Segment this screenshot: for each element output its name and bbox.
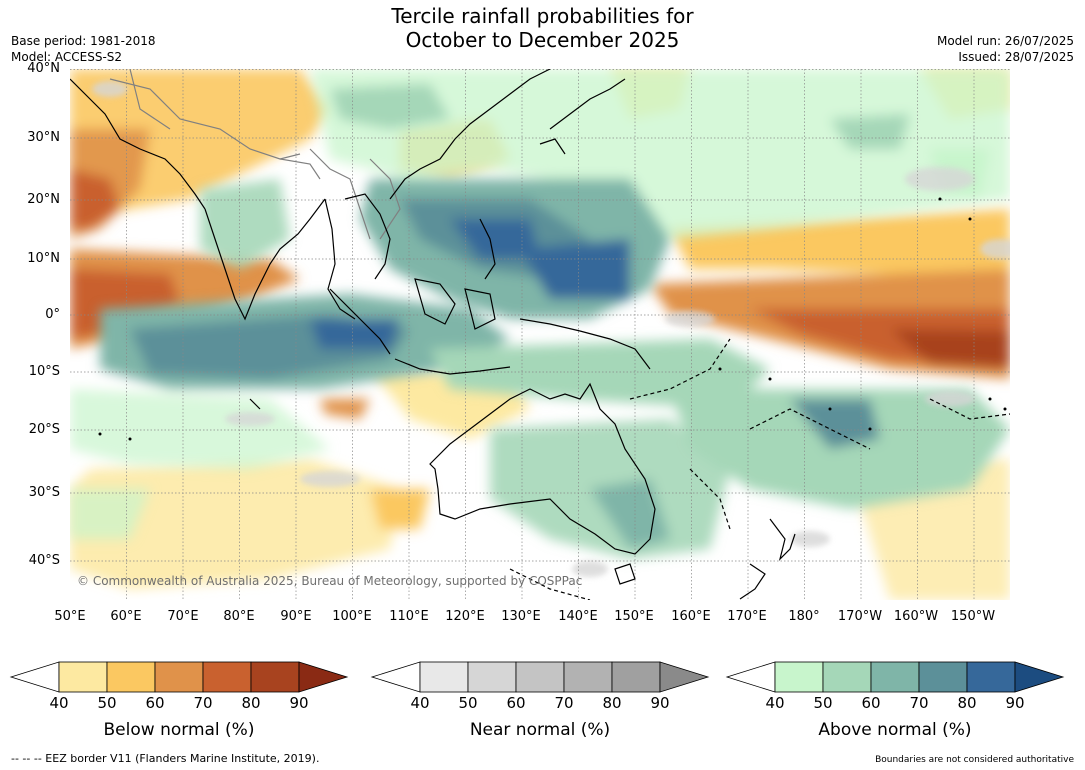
colorbar-near-swatch-1 xyxy=(419,661,469,693)
colorbar-below-normal xyxy=(9,661,349,693)
cb-near-label: Near normal (%) xyxy=(469,720,611,740)
lat-label-0: 0° xyxy=(45,307,60,322)
model-run-text: Model run: 26/07/2025 xyxy=(936,34,1074,48)
lon-label-50e: 50°E xyxy=(54,609,86,624)
cb-near-tick-80: 80 xyxy=(602,694,622,712)
lon-label-170w: 170°W xyxy=(837,609,883,624)
lon-label-160w: 160°W xyxy=(893,609,939,624)
colorbar-above-normal xyxy=(725,661,1065,693)
colorbar-near-swatch-5 xyxy=(611,661,661,693)
colorbar-above-swatch-4 xyxy=(918,661,968,693)
eez-note: -- -- -- EEZ border V11 (Flanders Marine… xyxy=(11,752,320,765)
map-title-line2: October to December 2025 xyxy=(405,28,680,52)
cb-below-tick-80: 80 xyxy=(241,694,261,712)
cb-above-tick-70: 70 xyxy=(909,694,929,712)
gridlines xyxy=(70,69,1010,600)
lon-label-170e: 170°E xyxy=(727,609,767,624)
lon-label-130e: 130°E xyxy=(501,609,541,624)
colorbar-above-swatch-5 xyxy=(966,661,1016,693)
lon-label-60e: 60°E xyxy=(110,609,142,624)
cb-below-tick-60: 60 xyxy=(145,694,165,712)
colorbar-below-swatch-6 xyxy=(298,661,349,693)
cb-below-tick-50: 50 xyxy=(97,694,117,712)
islands xyxy=(98,197,1007,441)
cb-below-tick-70: 70 xyxy=(193,694,213,712)
colorbar-above-swatch-2 xyxy=(822,661,872,693)
colorbar-below-swatch-1 xyxy=(58,661,108,693)
boundaries-note: Boundaries are not considered authoritat… xyxy=(875,755,1074,765)
map-title: Tercile rainfall probabilities for Octob… xyxy=(0,4,1085,52)
lon-label-150e: 150°E xyxy=(614,609,654,624)
cb-above-label: Above normal (%) xyxy=(818,720,972,740)
lat-label-40s: 40°S xyxy=(28,553,60,568)
colorbar-near-swatch-4 xyxy=(563,661,613,693)
cb-above-tick-90: 90 xyxy=(1005,694,1025,712)
lat-label-10n: 10°N xyxy=(27,251,60,266)
lon-label-110e: 110°E xyxy=(389,609,429,624)
cb-above-tick-50: 50 xyxy=(813,694,833,712)
colorbar-below-swatch-3 xyxy=(154,661,204,693)
map-svg xyxy=(70,69,1010,600)
cb-near-tick-40: 40 xyxy=(410,694,430,712)
cb-above-tick-60: 60 xyxy=(861,694,881,712)
lon-label-70e: 70°E xyxy=(167,609,199,624)
base-period-text: Base period: 1981-2018 xyxy=(11,34,156,48)
cb-near-tick-70: 70 xyxy=(554,694,574,712)
cb-above-tick-40: 40 xyxy=(765,694,785,712)
lat-label-20s: 20°S xyxy=(28,422,60,437)
lon-label-160e: 160°E xyxy=(671,609,711,624)
lat-label-10s: 10°S xyxy=(28,364,60,379)
probability-map xyxy=(70,69,1010,600)
colorbar-below-swatch-5 xyxy=(250,661,300,693)
model-text: Model: ACCESS-S2 xyxy=(11,50,123,64)
copyright-text: © Commonwealth of Australia 2025, Bureau… xyxy=(77,574,583,588)
map-title-line1: Tercile rainfall probabilities for xyxy=(391,4,694,28)
lat-label-20n: 20°N xyxy=(27,192,60,207)
colorbar-above-swatch-6 xyxy=(1014,661,1065,693)
colorbar-near-swatch-6 xyxy=(659,661,710,693)
lon-label-80e: 80°E xyxy=(223,609,255,624)
cb-near-tick-50: 50 xyxy=(458,694,478,712)
colorbar-below-swatch-4 xyxy=(202,661,252,693)
lon-label-180: 180° xyxy=(788,609,820,624)
cb-above-tick-80: 80 xyxy=(957,694,977,712)
colorbar-below-swatch-0 xyxy=(9,661,60,693)
colorbar-near-swatch-3 xyxy=(515,661,565,693)
lat-label-30n: 30°N xyxy=(27,130,60,145)
issued-text: Issued: 28/07/2025 xyxy=(958,50,1074,64)
eez-borders xyxy=(509,338,1010,600)
colorbars xyxy=(9,661,1065,693)
colorbar-near-swatch-0 xyxy=(370,661,421,693)
lat-label-40n: 40°N xyxy=(27,61,60,76)
cb-near-tick-60: 60 xyxy=(506,694,526,712)
meta-left: Base period: 1981-2018 Model: ACCESS-S2 xyxy=(11,33,156,65)
lat-label-30s: 30°S xyxy=(28,485,60,500)
colorbar-above-swatch-0 xyxy=(725,661,776,693)
lon-label-150w: 150°W xyxy=(950,609,996,624)
cb-near-tick-90: 90 xyxy=(650,694,670,712)
coastlines xyxy=(70,69,796,600)
colorbar-above-swatch-3 xyxy=(870,661,920,693)
meta-right: Model run: 26/07/2025 Issued: 28/07/2025 xyxy=(937,33,1074,65)
lon-label-140e: 140°E xyxy=(558,609,598,624)
lon-label-120e: 120°E xyxy=(445,609,485,624)
cb-below-tick-90: 90 xyxy=(289,694,309,712)
near-normal-shading xyxy=(92,81,1010,577)
cb-below-tick-40: 40 xyxy=(49,694,69,712)
cb-below-label: Below normal (%) xyxy=(103,720,255,740)
lon-label-90e: 90°E xyxy=(280,609,312,624)
colorbar-below-swatch-2 xyxy=(106,661,156,693)
country-borders xyxy=(109,69,401,240)
colorbar-above-swatch-1 xyxy=(774,661,824,693)
colorbar-near-swatch-2 xyxy=(467,661,517,693)
colorbar-near-normal xyxy=(370,661,710,693)
lon-label-100e: 100°E xyxy=(332,609,372,624)
